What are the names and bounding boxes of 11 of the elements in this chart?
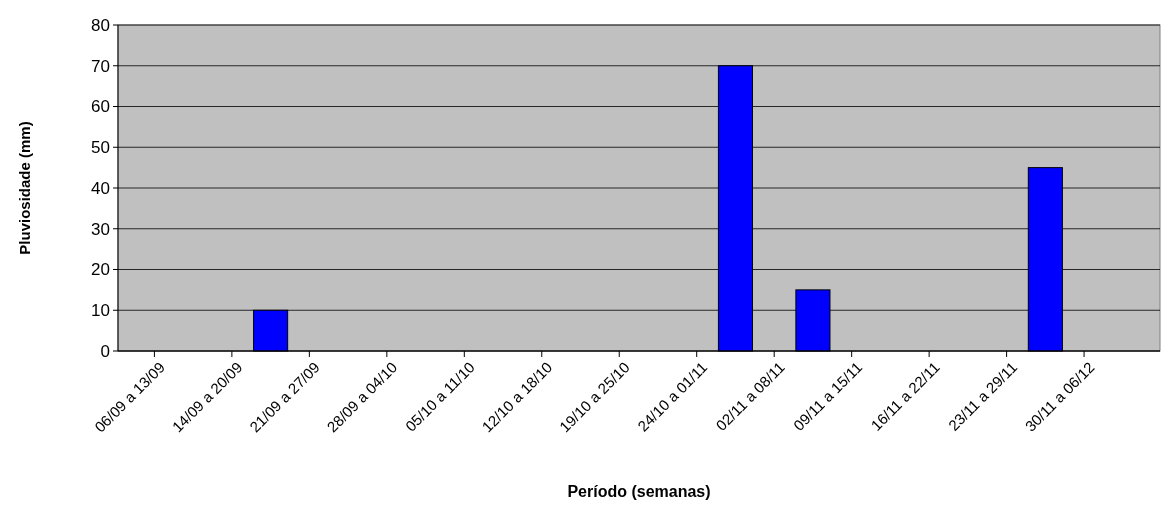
x-axis-title: Período (semanas)	[567, 483, 711, 500]
y-tick-label: 80	[91, 15, 110, 35]
y-tick-label: 40	[91, 178, 110, 198]
y-tick-label: 60	[91, 97, 110, 117]
y-tick-label: 70	[91, 56, 110, 76]
y-tick-label: 50	[91, 138, 110, 158]
y-tick-label: 20	[91, 260, 110, 280]
y-tick-label: 10	[91, 301, 110, 321]
y-tick-label: 0	[100, 341, 110, 361]
y-axis-title: Pluviosidade (mm)	[16, 121, 33, 255]
y-tick-label: 30	[91, 219, 110, 239]
